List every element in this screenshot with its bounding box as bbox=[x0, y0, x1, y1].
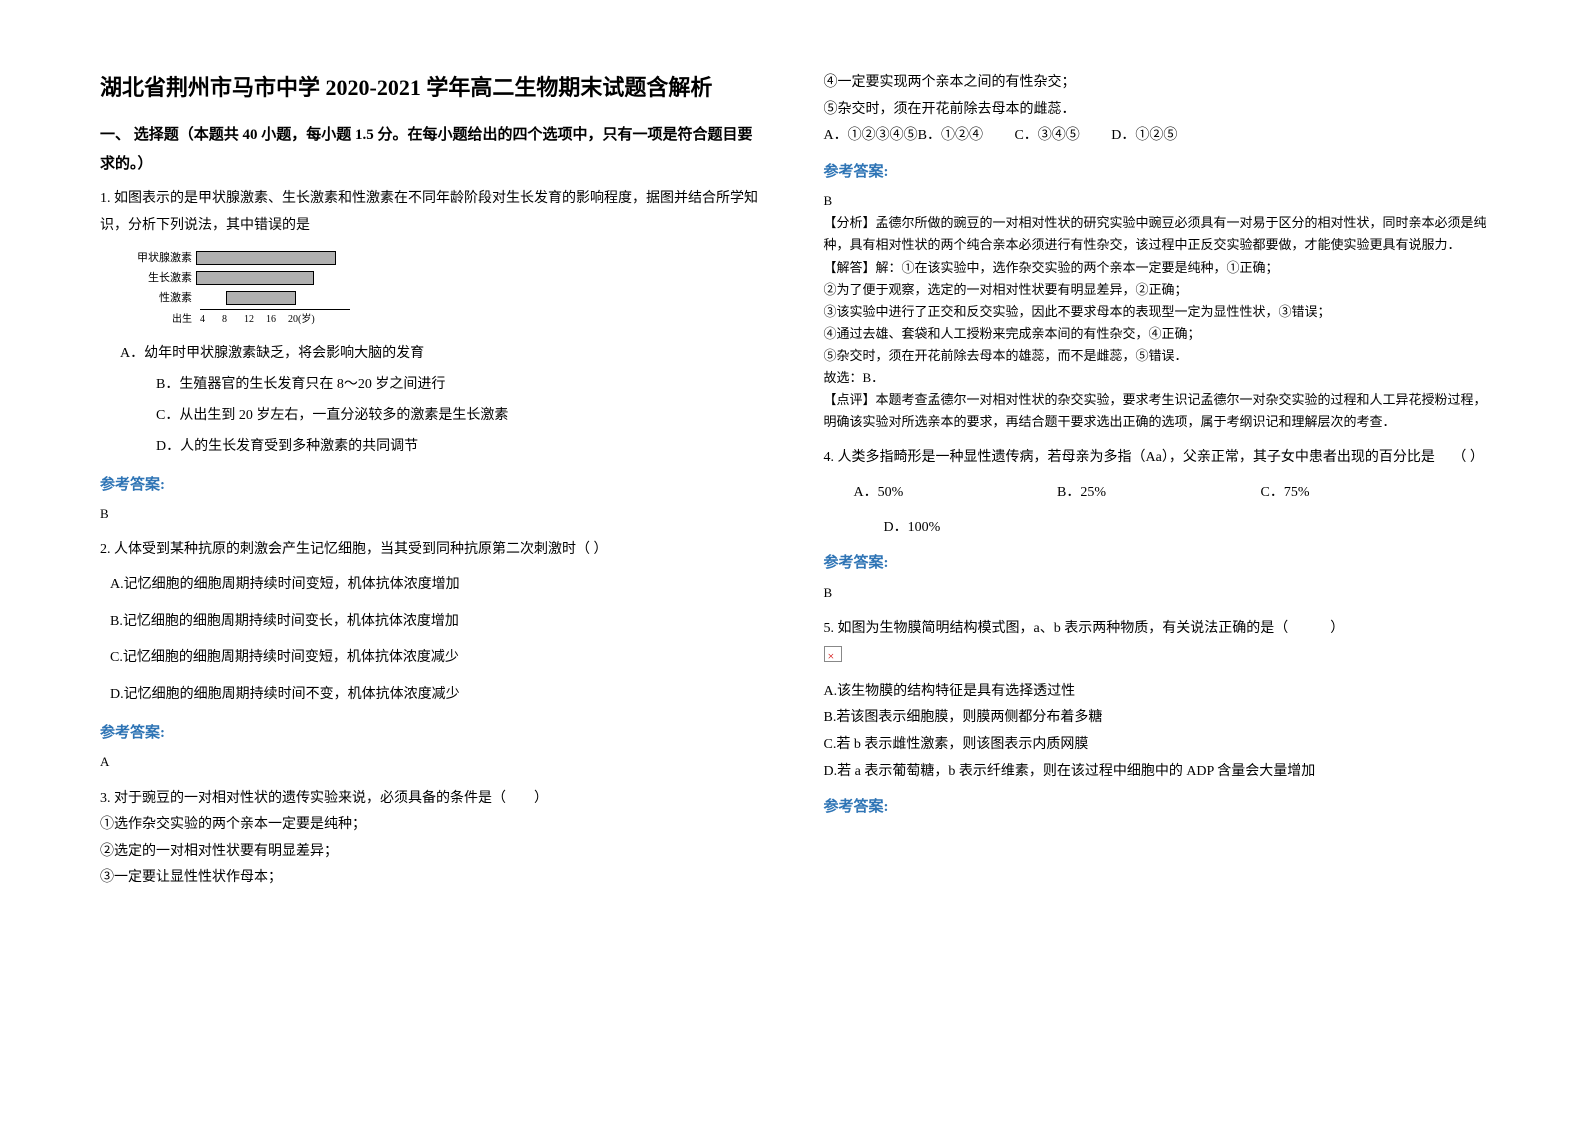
broken-image-icon bbox=[824, 646, 842, 662]
q3-comment: 【点评】本题考查孟德尔一对相对性状的杂交实验，要求考生识记孟德尔一对杂交实验的过… bbox=[824, 389, 1488, 433]
s2: ②为了便于观察，选定的一对相对性状要有明显差异，②正确； bbox=[824, 279, 1488, 301]
bar-2 bbox=[196, 271, 314, 285]
s1: 解：①在该实验中，选作杂交实验的两个亲本一定要是纯种，①正确； bbox=[876, 260, 1279, 275]
q4-option-b: B．25% bbox=[1057, 480, 1257, 507]
q1-answer: B bbox=[100, 503, 764, 525]
doc-title: 湖北省荆州市马市中学 2020-2021 学年高二生物期末试题含解析 bbox=[100, 70, 764, 105]
q3-c1: ①选作杂交实验的两个亲本一定要是纯种； bbox=[100, 812, 764, 839]
chart-label-1: 甲状腺激素 bbox=[136, 248, 196, 269]
question-3-cont: ④一定要实现两个亲本之间的有性杂交； ⑤杂交时，须在开花前除去母本的雌蕊． A．… bbox=[824, 70, 1488, 433]
chart-label-2: 生长激素 bbox=[136, 268, 196, 289]
q2-text: 2. 人体受到某种抗原的刺激会产生记忆细胞，当其受到同种抗原第二次刺激时（ ） bbox=[100, 537, 764, 564]
q5-option-a: A.该生物膜的结构特征是具有选择透过性 bbox=[824, 679, 1488, 706]
bar-1 bbox=[196, 251, 336, 265]
axis-tick: 4 bbox=[200, 310, 222, 329]
question-4: 4. 人类多指畸形是一种显性遗传病，若母亲为多指（Aa），父亲正常，其子女中患者… bbox=[824, 445, 1488, 603]
q3-solve: 【解答】解：①在该实验中，选作杂交实验的两个亲本一定要是纯种，①正确； bbox=[824, 257, 1488, 279]
chart-label-3: 性激素 bbox=[136, 288, 196, 309]
q1-chart: 甲状腺激素 生长激素 性激素 出生 4 8 12 16 20(岁) bbox=[136, 249, 350, 329]
question-2: 2. 人体受到某种抗原的刺激会产生记忆细胞，当其受到同种抗原第二次刺激时（ ） … bbox=[100, 537, 764, 773]
q3-analysis: 【分析】孟德尔所做的豌豆的一对相对性状的研究实验中豌豆必须具有一对易于区分的相对… bbox=[824, 212, 1488, 256]
q3-c4: ④一定要实现两个亲本之间的有性杂交； bbox=[824, 70, 1488, 97]
q3-c2: ②选定的一对相对性状要有明显差异； bbox=[100, 839, 764, 866]
q4-options-row: A．50% B．25% C．75% bbox=[854, 480, 1488, 507]
analysis-text: 孟德尔所做的豌豆的一对相对性状的研究实验中豌豆必须具有一对易于区分的相对性状，同… bbox=[824, 215, 1487, 252]
s6: 故选：B． bbox=[824, 367, 1488, 389]
answer-label: 参考答案: bbox=[824, 158, 1488, 187]
q2-option-d: D.记忆细胞的细胞周期持续时间不变，机体抗体浓度减少 bbox=[110, 680, 764, 711]
axis-tick: 8 bbox=[222, 310, 244, 329]
left-column: 湖北省荆州市马市中学 2020-2021 学年高二生物期末试题含解析 一、 选择… bbox=[100, 70, 764, 1082]
answer-label: 参考答案: bbox=[824, 793, 1488, 822]
question-1: 1. 如图表示的是甲状腺激素、生长激素和性激素在不同年龄阶段对生长发育的影响程度… bbox=[100, 186, 764, 525]
q1-option-c: C．从出生到 20 岁左右，一直分泌较多的激素是生长激素 bbox=[156, 401, 764, 432]
q3-c5: ⑤杂交时，须在开花前除去母本的雌蕊． bbox=[824, 97, 1488, 124]
s5: ⑤杂交时，须在开花前除去母本的雄蕊，而不是雌蕊，⑤错误． bbox=[824, 345, 1488, 367]
s4: ④通过去雄、套袋和人工授粉来完成亲本间的有性杂交，④正确； bbox=[824, 323, 1488, 345]
q4-option-c: C．75% bbox=[1261, 480, 1461, 507]
axis-origin: 出生 bbox=[172, 310, 200, 329]
answer-label: 参考答案: bbox=[100, 719, 764, 748]
answer-label: 参考答案: bbox=[100, 471, 764, 500]
analysis-label: 【分析】 bbox=[824, 215, 876, 230]
chart-row: 性激素 bbox=[136, 289, 350, 307]
q4-text: 4. 人类多指畸形是一种显性遗传病，若母亲为多指（Aa），父亲正常，其子女中患者… bbox=[824, 445, 1488, 472]
axis-tick: 20(岁) bbox=[288, 310, 328, 329]
q2-option-a: A.记忆细胞的细胞周期持续时间变短，机体抗体浓度增加 bbox=[110, 570, 764, 601]
q2-option-b: B.记忆细胞的细胞周期持续时间变长，机体抗体浓度增加 bbox=[110, 607, 764, 638]
q1-text: 1. 如图表示的是甲状腺激素、生长激素和性激素在不同年龄阶段对生长发育的影响程度… bbox=[100, 186, 764, 239]
q1-option-d: D．人的生长发育受到多种激素的共同调节 bbox=[156, 432, 764, 463]
comment-text: 本题考查孟德尔一对相对性状的杂交实验，要求考生识记孟德尔一对杂交实验的过程和人工… bbox=[824, 392, 1487, 429]
q3-c3: ③一定要让显性性状作母本； bbox=[100, 865, 764, 892]
question-5: 5. 如图为生物膜简明结构模式图，a、b 表示两种物质，有关说法正确的是（ ） … bbox=[824, 616, 1488, 822]
answer-label: 参考答案: bbox=[824, 549, 1488, 578]
q2-answer: A bbox=[100, 751, 764, 773]
q1-option-b: B．生殖器官的生长发育只在 8～20 岁之间进行 bbox=[156, 370, 764, 401]
q5-option-b: B.若该图表示细胞膜，则膜两侧都分布着多糖 bbox=[824, 705, 1488, 732]
q3-answer: B bbox=[824, 190, 1488, 212]
q1-option-a: A．幼年时甲状腺激素缺乏，将会影响大脑的发育 bbox=[120, 339, 764, 370]
q4-option-a: A．50% bbox=[854, 480, 1054, 507]
chart-row: 甲状腺激素 bbox=[136, 249, 350, 267]
bar-3 bbox=[226, 291, 296, 305]
q5-text: 5. 如图为生物膜简明结构模式图，a、b 表示两种物质，有关说法正确的是（ ） bbox=[824, 616, 1488, 643]
q5-option-c: C.若 b 表示雌性激素，则该图表示内质网膜 bbox=[824, 732, 1488, 759]
axis-row: 出生 4 8 12 16 20(岁) bbox=[136, 310, 350, 329]
axis-tick: 16 bbox=[266, 310, 288, 329]
right-column: ④一定要实现两个亲本之间的有性杂交； ⑤杂交时，须在开花前除去母本的雌蕊． A．… bbox=[824, 70, 1488, 1082]
q5-option-d: D.若 a 表示葡萄糖，b 表示纤维素，则在该过程中细胞中的 ADP 含量会大量… bbox=[824, 759, 1488, 786]
chart-row: 生长激素 bbox=[136, 269, 350, 287]
axis-tick: 12 bbox=[244, 310, 266, 329]
q3-text: 3. 对于豌豆的一对相对性状的遗传实验来说，必须具备的条件是（ ） bbox=[100, 786, 764, 813]
q4-option-d: D．100% bbox=[884, 515, 1488, 542]
s3: ③该实验中进行了正交和反交实验，因此不要求母本的表现型一定为显性性状，③错误； bbox=[824, 301, 1488, 323]
q3-opts: A．①②③④⑤B．①②④ C．③④⑤ D．①②⑤ bbox=[824, 123, 1488, 150]
section-header: 一、 选择题（本题共 40 小题，每小题 1.5 分。在每小题给出的四个选项中，… bbox=[100, 121, 764, 178]
comment-label: 【点评】 bbox=[824, 392, 876, 407]
q4-answer: B bbox=[824, 582, 1488, 604]
q2-option-c: C.记忆细胞的细胞周期持续时间变短，机体抗体浓度减少 bbox=[110, 643, 764, 674]
question-3: 3. 对于豌豆的一对相对性状的遗传实验来说，必须具备的条件是（ ） ①选作杂交实… bbox=[100, 786, 764, 892]
solve-label: 【解答】 bbox=[824, 260, 876, 275]
